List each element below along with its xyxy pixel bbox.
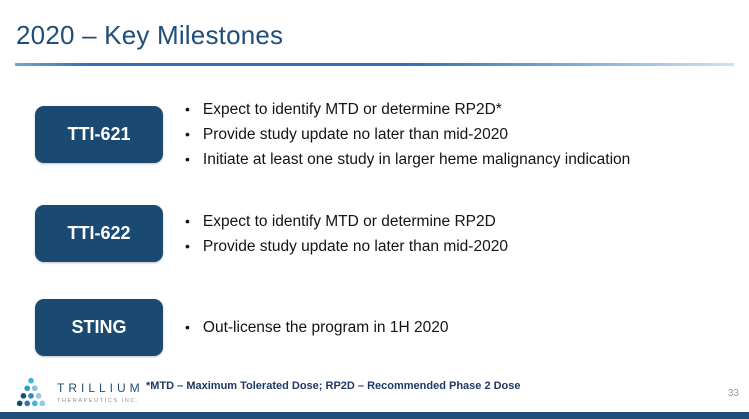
sting-label-box: STING bbox=[35, 299, 163, 356]
bullet-text: Expect to identify MTD or determine RP2D bbox=[202, 212, 496, 230]
title-underline-rule bbox=[15, 63, 734, 66]
page-title: 2020 – Key Milestones bbox=[16, 20, 284, 50]
logo-text: TRILLIUM THERAPEUTICS INC. bbox=[57, 381, 144, 404]
bullet-item: Provide study update no later than mid-2… bbox=[185, 234, 508, 259]
bullet-item: Initiate at least one study in larger he… bbox=[185, 147, 630, 172]
footer-bar bbox=[0, 412, 749, 419]
tti-621-label-box: TTI-621 bbox=[35, 106, 163, 163]
milestone-row-tti-622: TTI-622 Expect to identify MTD or determ… bbox=[35, 205, 735, 262]
footnote: *MTD – Maximum Tolerated Dose; RP2D – Re… bbox=[146, 380, 521, 392]
bullet-item: Out-license the program in 1H 2020 bbox=[185, 315, 449, 340]
bullet-item: Expect to identify MTD or determine RP2D bbox=[185, 209, 508, 234]
bullet-item: Expect to identify MTD or determine RP2D… bbox=[185, 97, 630, 122]
bullet-text: Provide study update no later than mid-2… bbox=[202, 126, 508, 143]
company-logo: TRILLIUM THERAPEUTICS INC. bbox=[12, 376, 144, 410]
tti-622-bullet-list: Expect to identify MTD or determine RP2D… bbox=[185, 209, 508, 259]
bullet-text: Initiate at least one study in larger he… bbox=[202, 151, 631, 168]
bullet-item: Provide study update no later than mid-2… bbox=[185, 122, 630, 147]
logo-subtext: THERAPEUTICS INC. bbox=[57, 397, 140, 404]
milestone-row-sting: STING Out-license the program in 1H 2020 bbox=[35, 299, 735, 356]
trillium-logo-icon bbox=[16, 377, 46, 407]
milestone-row-tti-621: TTI-621 Expect to identify MTD or determ… bbox=[35, 97, 735, 172]
sting-bullet-list: Out-license the program in 1H 2020 bbox=[185, 315, 449, 340]
tti-621-bullet-list: Expect to identify MTD or determine RP2D… bbox=[185, 97, 630, 172]
bullet-text: Out-license the program in 1H 2020 bbox=[202, 319, 449, 336]
page-number: 33 bbox=[727, 388, 739, 399]
tti-622-label-box: TTI-622 bbox=[35, 205, 163, 262]
logo-name: TRILLIUM bbox=[57, 381, 144, 396]
bullet-text: Expect to identify MTD or determine RP2D… bbox=[202, 101, 502, 118]
bullet-text: Provide study update no later than mid-2… bbox=[202, 237, 508, 255]
